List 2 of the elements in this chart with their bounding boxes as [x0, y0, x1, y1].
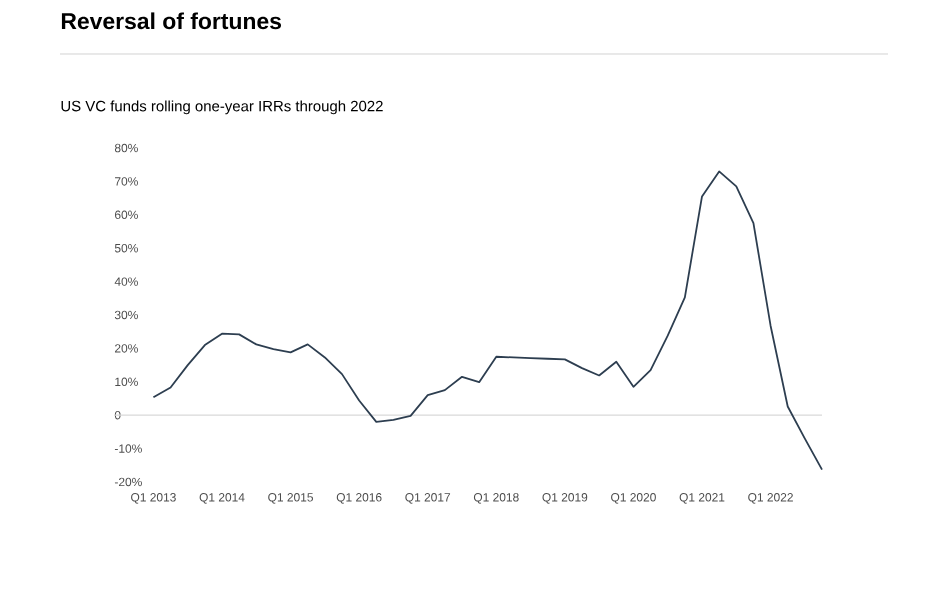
chart-title: Reversal of fortunes: [61, 12, 281, 30]
line-series: [152, 170, 823, 471]
